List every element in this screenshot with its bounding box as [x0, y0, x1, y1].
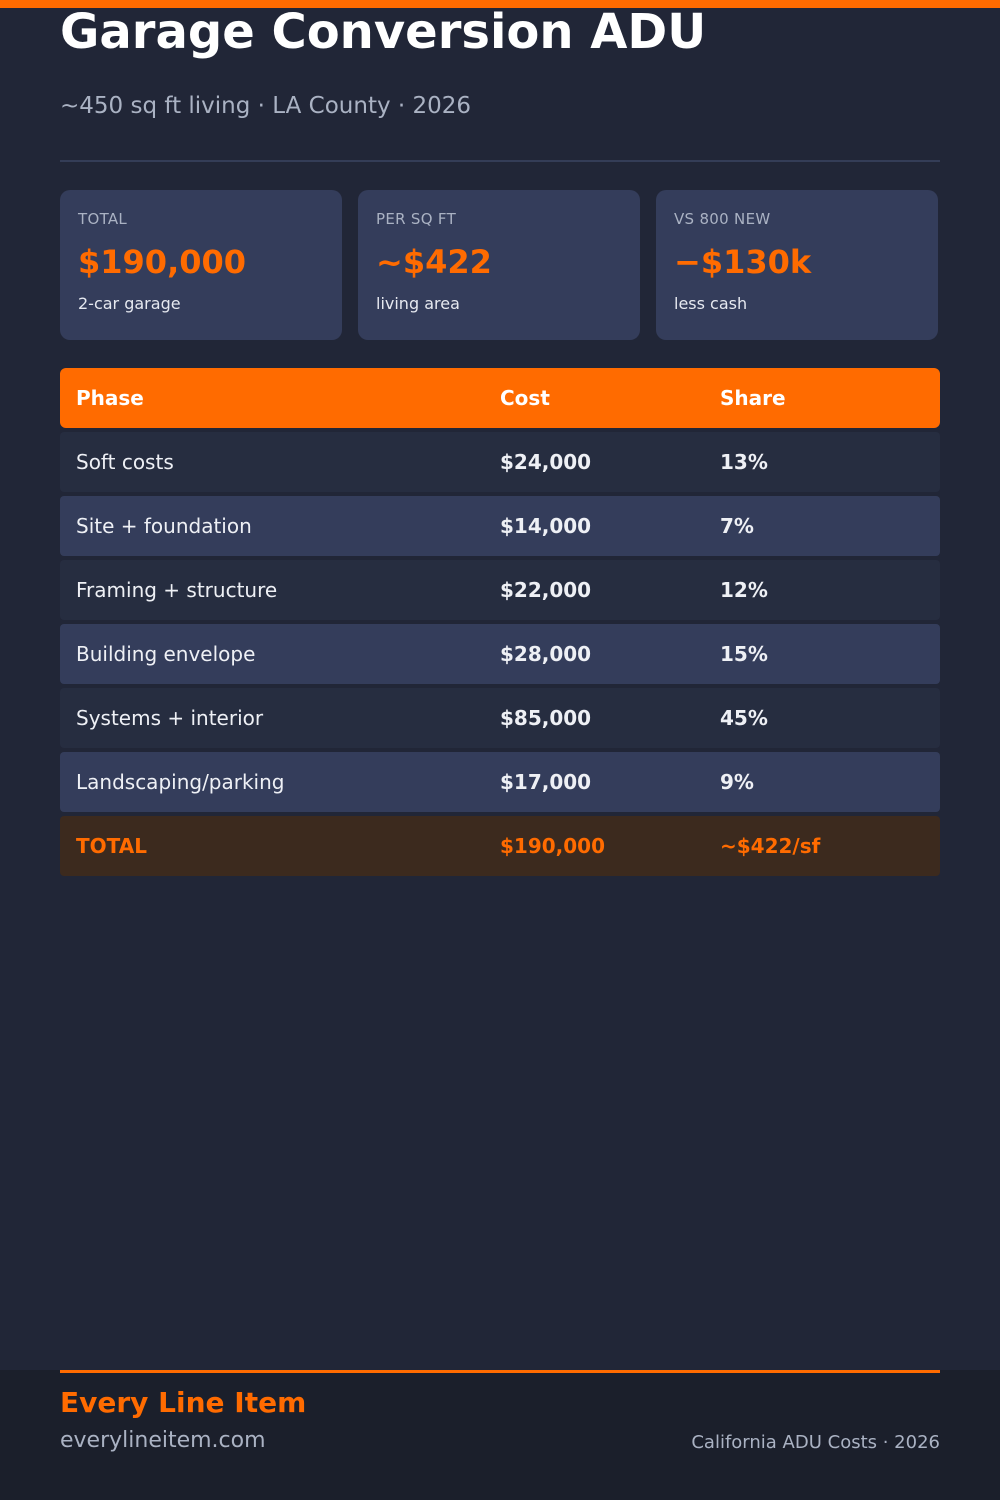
share-cell: 45% [720, 706, 768, 730]
cost-cell: $28,000 [500, 642, 592, 666]
share-cell: 15% [720, 642, 768, 666]
phase-cell: Framing + structure [76, 578, 278, 602]
footer-accent-line [60, 1370, 940, 1373]
cost-cell: $17,000 [500, 770, 592, 794]
stat-note: less cash [674, 294, 748, 313]
stat-value: ~$422 [376, 243, 492, 281]
share-cell: 12% [720, 578, 768, 602]
cost-cell: $85,000 [500, 706, 592, 730]
table-row: Building envelope $28,000 15% [60, 624, 940, 684]
stat-card-total: TOTAL $190,000 2-car garage [60, 190, 342, 340]
page-subtitle: ~450 sq ft living · LA County · 2026 [60, 93, 472, 119]
table-row: Framing + structure $22,000 12% [60, 560, 940, 620]
site-url: everylineitem.com [60, 1428, 266, 1453]
cost-breakdown-table: Phase Cost Share Soft costs $24,000 13% … [60, 368, 940, 880]
share-cell: 9% [720, 770, 754, 794]
stat-note: living area [376, 294, 460, 313]
stat-label: TOTAL [78, 210, 128, 228]
header-divider [60, 160, 940, 162]
column-header-phase: Phase [76, 386, 144, 410]
table-total-row: TOTAL $190,000 ~$422/sf [60, 816, 940, 876]
phase-cell: Landscaping/parking [76, 770, 285, 794]
cost-cell: $24,000 [500, 450, 592, 474]
stat-label: VS 800 NEW [674, 210, 771, 228]
total-label: TOTAL [76, 834, 147, 858]
series-label: California ADU Costs · 2026 [691, 1432, 940, 1453]
stat-value: $190,000 [78, 243, 247, 281]
table-row: Landscaping/parking $17,000 9% [60, 752, 940, 812]
phase-cell: Building envelope [76, 642, 256, 666]
column-header-cost: Cost [500, 386, 550, 410]
stat-card-vs-new: VS 800 NEW −$130k less cash [656, 190, 938, 340]
phase-cell: Systems + interior [76, 706, 264, 730]
table-row: Systems + interior $85,000 45% [60, 688, 940, 748]
page-title: Garage Conversion ADU [60, 4, 707, 60]
table-row: Soft costs $24,000 13% [60, 432, 940, 492]
table-header-row: Phase Cost Share [60, 368, 940, 428]
total-per-sf: ~$422/sf [720, 834, 821, 858]
stat-note: 2-car garage [78, 294, 181, 313]
table-row: Site + foundation $14,000 7% [60, 496, 940, 556]
phase-cell: Site + foundation [76, 514, 252, 538]
stat-label: PER SQ FT [376, 210, 457, 228]
top-accent-bar [0, 0, 1000, 8]
share-cell: 13% [720, 450, 768, 474]
column-header-share: Share [720, 386, 786, 410]
brand-name: Every Line Item [60, 1386, 307, 1419]
phase-cell: Soft costs [76, 450, 174, 474]
footer: Every Line Item everylineitem.com Califo… [0, 1370, 1000, 1500]
stat-card-per-sq-ft: PER SQ FT ~$422 living area [358, 190, 640, 340]
cost-cell: $14,000 [500, 514, 592, 538]
total-cost: $190,000 [500, 834, 606, 858]
stat-value: −$130k [674, 243, 812, 281]
cost-cell: $22,000 [500, 578, 592, 602]
share-cell: 7% [720, 514, 754, 538]
